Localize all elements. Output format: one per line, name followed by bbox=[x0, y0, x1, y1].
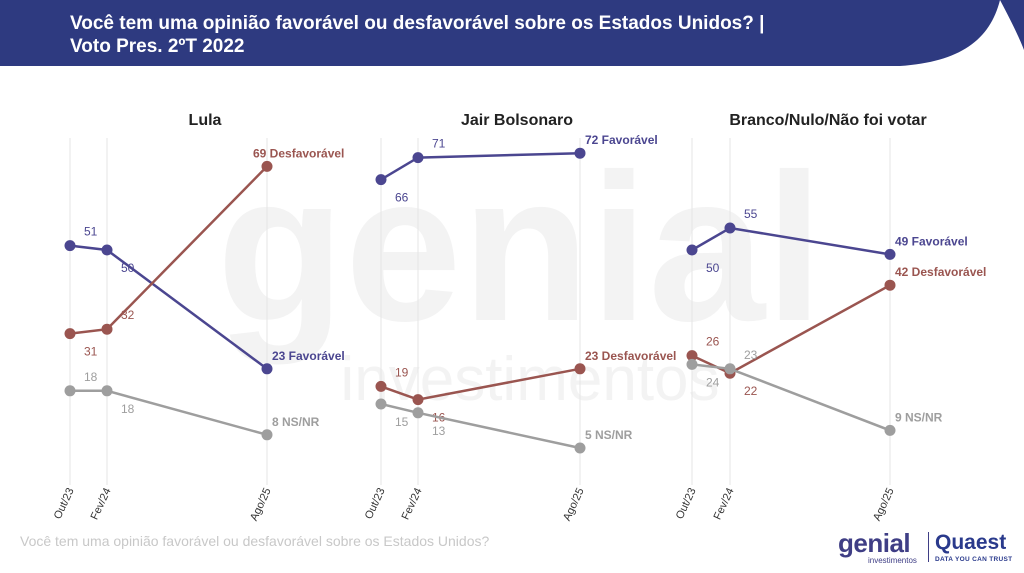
data-label: 55 bbox=[744, 207, 758, 221]
chart-panel-0: Lula Out/23 Fev/24 Ago/25 51 50 23 Favorável 31… bbox=[52, 112, 345, 523]
data-point bbox=[884, 248, 896, 260]
data-point bbox=[412, 407, 424, 419]
data-label: 26 bbox=[706, 335, 720, 349]
series-line bbox=[380, 367, 581, 401]
data-label: 31 bbox=[84, 345, 98, 359]
data-point bbox=[686, 244, 698, 256]
panel-title: Lula bbox=[189, 112, 222, 129]
x-tick-label: Out/23 bbox=[363, 486, 388, 521]
title-line-1: Você tem uma opinião favorável ou desfav… bbox=[70, 13, 765, 34]
chart-panel-2: Branco/Nulo/Não foi votar Out/23 Fev/24 Ago… bbox=[674, 112, 987, 523]
genial-logo: genial investimentos bbox=[838, 528, 928, 565]
data-label: 15 bbox=[395, 415, 409, 429]
footer-question: Você tem uma opinião favorável ou desfav… bbox=[20, 533, 490, 549]
data-label: 23 bbox=[744, 348, 758, 362]
quaest-logo-sub: DATA YOU CAN TRUST bbox=[935, 556, 1013, 563]
series-line bbox=[69, 244, 268, 370]
genial-logo-word: genial bbox=[838, 528, 911, 558]
data-label: 72 Favorável bbox=[585, 133, 658, 147]
data-point bbox=[884, 279, 896, 291]
x-tick-label: Out/23 bbox=[674, 486, 699, 521]
data-label: 51 bbox=[84, 225, 98, 239]
series-line bbox=[380, 151, 581, 181]
data-point bbox=[64, 385, 76, 397]
series-line bbox=[691, 226, 891, 256]
panel-title: Branco/Nulo/Não foi votar bbox=[729, 112, 926, 129]
data-point bbox=[261, 363, 273, 375]
data-point bbox=[574, 147, 586, 159]
x-tick-label: Fev/24 bbox=[89, 486, 114, 522]
data-point bbox=[101, 385, 113, 397]
data-label: 9 NS/NR bbox=[895, 410, 943, 424]
data-label: 22 bbox=[744, 384, 758, 398]
data-label: 42 Desfavorável bbox=[895, 265, 986, 279]
data-label: 23 Desfavorável bbox=[585, 349, 676, 363]
data-point bbox=[101, 323, 113, 335]
data-label: 23 Favorável bbox=[272, 349, 345, 363]
data-point bbox=[375, 174, 387, 186]
data-point bbox=[574, 442, 586, 454]
data-point bbox=[101, 244, 113, 256]
x-tick-label: Ago/25 bbox=[248, 486, 274, 523]
data-point bbox=[574, 363, 586, 375]
series-line bbox=[691, 363, 891, 432]
data-point bbox=[261, 160, 273, 172]
data-label: 18 bbox=[121, 402, 135, 416]
data-label: 19 bbox=[395, 365, 409, 379]
x-tick-label: Fev/24 bbox=[712, 486, 737, 522]
data-label: 69 Desfavorável bbox=[253, 146, 344, 160]
genial-logo-sub: investimentos bbox=[868, 556, 917, 565]
data-point bbox=[412, 152, 424, 164]
page-title: Você tem uma opinião favorável ou desfav… bbox=[70, 12, 970, 58]
data-point bbox=[375, 398, 387, 410]
data-point bbox=[412, 394, 424, 406]
header-banner: Você tem uma opinião favorável ou desfav… bbox=[0, 0, 1024, 68]
data-label: 49 Favorável bbox=[895, 234, 968, 248]
data-point bbox=[64, 240, 76, 252]
data-label: 50 bbox=[706, 261, 720, 275]
series-line bbox=[70, 389, 268, 437]
data-label: 50 bbox=[121, 261, 135, 275]
data-label: 13 bbox=[432, 424, 446, 438]
data-label: 8 NS/NR bbox=[272, 415, 320, 429]
quaest-logo: Quaest DATA YOU CAN TRUST bbox=[935, 531, 1015, 565]
title-line-2: Voto Pres. 2ºT 2022 bbox=[70, 36, 245, 57]
data-point bbox=[375, 380, 387, 392]
data-label: 18 bbox=[84, 370, 98, 384]
logo-separator bbox=[928, 532, 929, 562]
data-point bbox=[261, 429, 273, 441]
quaest-logo-word: Quaest bbox=[935, 531, 1007, 554]
chart-panel-1: Jair Bolsonaro Out/23 Fev/24 Ago/25 66 71 72 F… bbox=[363, 112, 677, 523]
series-line bbox=[691, 284, 891, 375]
data-point bbox=[724, 222, 736, 234]
series-line bbox=[380, 402, 581, 450]
data-point bbox=[64, 328, 76, 340]
panel-title: Jair Bolsonaro bbox=[461, 112, 573, 129]
x-tick-label: Ago/25 bbox=[561, 486, 587, 523]
data-label: 24 bbox=[706, 375, 720, 389]
data-point bbox=[724, 363, 736, 375]
x-tick-label: Fev/24 bbox=[400, 486, 425, 522]
data-label: 32 bbox=[121, 308, 135, 322]
data-label: 5 NS/NR bbox=[585, 428, 633, 442]
data-point bbox=[686, 358, 698, 370]
x-tick-label: Out/23 bbox=[52, 486, 77, 521]
x-tick-label: Ago/25 bbox=[871, 486, 897, 523]
data-point bbox=[884, 424, 896, 436]
data-label: 66 bbox=[395, 191, 409, 205]
data-point bbox=[686, 350, 698, 362]
data-label: 71 bbox=[432, 137, 446, 151]
header-background bbox=[0, 0, 1024, 66]
